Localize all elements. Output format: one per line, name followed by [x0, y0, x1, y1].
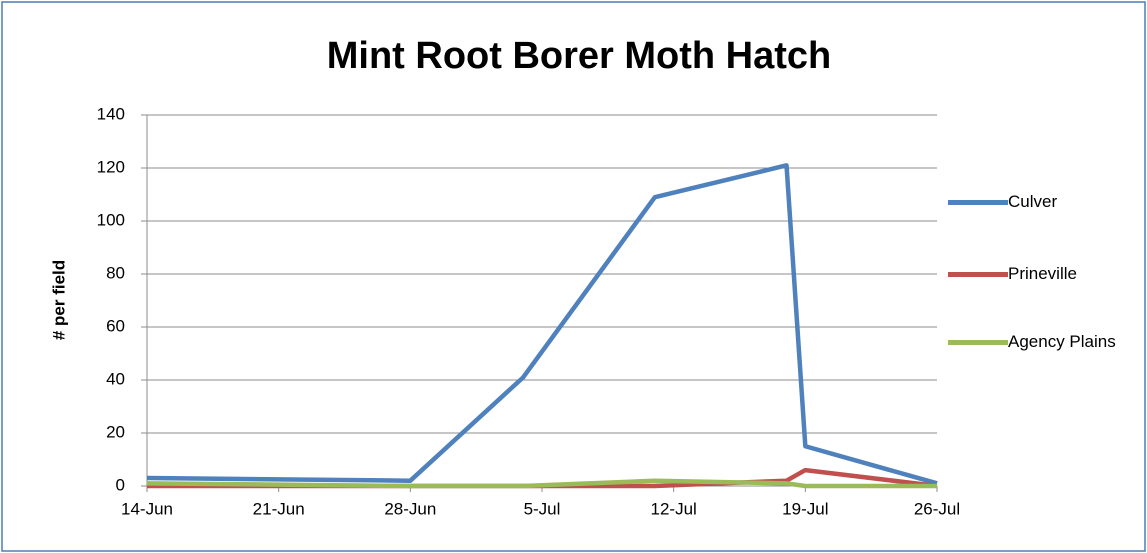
legend-swatch — [948, 200, 1008, 205]
x-tick-label: 28-Jun — [384, 499, 436, 518]
legend-swatch — [948, 340, 1008, 345]
y-axis-label: # per field — [49, 260, 68, 340]
x-tick-label: 26-Jul — [914, 499, 960, 518]
line-series — [146, 163, 938, 486]
x-tick-label: 14-Jun — [121, 499, 173, 518]
legend-swatch — [948, 272, 1008, 277]
y-tick-label: 40 — [106, 369, 125, 388]
x-tick-label: 19-Jul — [782, 499, 828, 518]
line-series — [146, 478, 937, 489]
y-tick-label: 0 — [116, 475, 125, 494]
x-tick-label: 5-Jul — [524, 499, 561, 518]
legend-label: Culver — [1008, 192, 1058, 211]
y-tick-label: 20 — [106, 422, 125, 441]
legend-item: Culver — [948, 190, 1118, 214]
y-tick-label: 140 — [97, 104, 125, 123]
y-tick-label: 80 — [106, 263, 125, 282]
chart-title: Mint Root Borer Moth Hatch — [327, 35, 832, 77]
y-tick-label: 60 — [106, 316, 125, 335]
y-tick-label: 120 — [97, 157, 125, 176]
legend-label: Agency Plains — [1008, 332, 1116, 351]
legend-item: Agency Plains — [948, 330, 1118, 354]
legend-item: Prineville — [948, 262, 1118, 286]
y-tick-label: 100 — [97, 210, 125, 229]
legend-label: Prineville — [1008, 264, 1077, 283]
x-tick-label: 12-Jul — [651, 499, 697, 518]
x-tick-label: 21-Jun — [253, 499, 305, 518]
